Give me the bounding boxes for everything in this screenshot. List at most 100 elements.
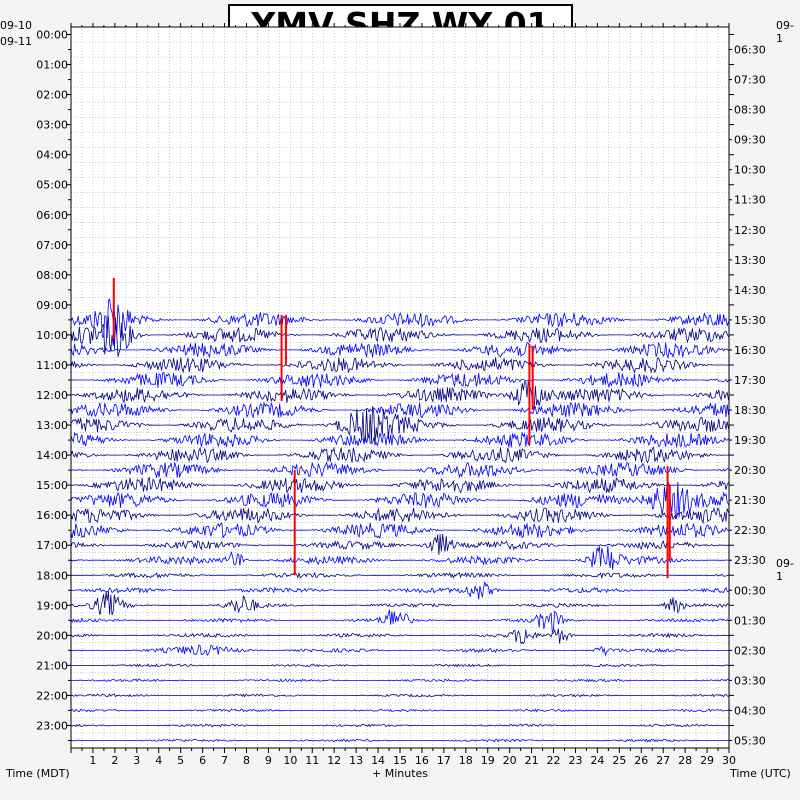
x-tick-label: 12 xyxy=(327,754,341,767)
x-tick-label: 20 xyxy=(503,754,517,767)
trace-row-26 xyxy=(70,406,729,445)
right-hour-label: 16:30 xyxy=(734,344,766,357)
left-axis-label: Time (MDT) xyxy=(6,767,70,780)
trace-row-36 xyxy=(71,571,729,580)
left-hour-label: 06:00 xyxy=(36,209,68,222)
left-hour-label: 08:00 xyxy=(36,269,68,282)
right-hour-label: 22:30 xyxy=(734,524,766,537)
right-hour-label: 00:30 xyxy=(734,584,766,597)
left-hour-label: 10:00 xyxy=(36,329,68,342)
x-tick-label: 22 xyxy=(547,754,561,767)
left-hour-label: 23:00 xyxy=(36,719,68,732)
right-date-prev: 09-1 xyxy=(776,19,794,45)
right-hour-label: 12:30 xyxy=(734,224,766,237)
left-hour-label: 07:00 xyxy=(36,239,68,252)
x-tick-label: 19 xyxy=(481,754,495,767)
left-hour-label: 14:00 xyxy=(36,449,68,462)
x-tick-label: 2 xyxy=(111,754,118,767)
x-tick-label: 29 xyxy=(700,754,714,767)
x-tick-label: 1 xyxy=(89,754,96,767)
trace-row-47 xyxy=(70,738,729,743)
left-hour-label: 00:00 xyxy=(36,29,68,42)
x-axis-label: + Minutes xyxy=(372,767,429,780)
trace-row-40 xyxy=(70,628,729,645)
x-tick-label: 30 xyxy=(722,754,736,767)
x-tick-label: 25 xyxy=(612,754,626,767)
x-tick-label: 17 xyxy=(437,754,451,767)
right-hour-label: 13:30 xyxy=(734,254,766,267)
right-hour-label: 01:30 xyxy=(734,614,766,627)
x-tick-label: 10 xyxy=(283,754,297,767)
trace-row-46 xyxy=(70,723,729,728)
left-hour-label: 18:00 xyxy=(36,569,68,582)
trace-row-20 xyxy=(70,310,729,357)
right-hour-label: 19:30 xyxy=(734,434,766,447)
x-tick-label: 23 xyxy=(568,754,582,767)
x-tick-label: 4 xyxy=(155,754,162,767)
trace-row-42 xyxy=(70,663,729,668)
right-axis-label: Time (UTC) xyxy=(730,767,791,780)
trace-row-23 xyxy=(70,371,729,389)
x-tick-label: 28 xyxy=(678,754,692,767)
left-hour-label: 21:00 xyxy=(36,659,68,672)
right-hour-label: 14:30 xyxy=(734,284,766,297)
x-tick-label: 6 xyxy=(199,754,206,767)
left-hour-label: 16:00 xyxy=(36,509,68,522)
left-hour-label: 12:00 xyxy=(36,389,68,402)
trace-row-44 xyxy=(70,693,729,698)
right-hour-label: 05:30 xyxy=(734,734,766,747)
right-hour-label: 06:30 xyxy=(734,44,766,57)
right-hour-label: 11:30 xyxy=(734,194,766,207)
left-hour-label: 15:00 xyxy=(36,479,68,492)
x-tick-label: 24 xyxy=(590,754,604,767)
trace-row-37 xyxy=(70,580,729,600)
trace-row-21 xyxy=(70,341,729,360)
right-hour-label: 23:30 xyxy=(734,554,766,567)
right-hour-label: 09:30 xyxy=(734,134,766,147)
trace-row-30 xyxy=(70,476,729,494)
left-hour-label: 04:00 xyxy=(36,149,68,162)
x-tick-label: 5 xyxy=(177,754,184,767)
left-hour-label: 22:00 xyxy=(36,689,68,702)
right-date-next: 09-1 xyxy=(776,557,794,583)
trace-row-25 xyxy=(70,402,729,419)
trace-row-39 xyxy=(70,609,729,633)
right-hour-label: 03:30 xyxy=(734,674,766,687)
right-hour-label: 04:30 xyxy=(734,704,766,717)
x-tick-label: 8 xyxy=(243,754,250,767)
x-tick-label: 9 xyxy=(265,754,272,767)
right-hour-label: 07:30 xyxy=(734,74,766,87)
x-tick-label: 11 xyxy=(305,754,319,767)
trace-row-34 xyxy=(70,534,729,556)
right-hour-label: 21:30 xyxy=(734,494,766,507)
x-tick-label: 14 xyxy=(371,754,385,767)
x-tick-label: 16 xyxy=(415,754,429,767)
right-hour-label: 15:30 xyxy=(734,314,766,327)
right-hour-label: 20:30 xyxy=(734,464,766,477)
trace-row-32 xyxy=(70,507,729,525)
x-tick-label: 13 xyxy=(349,754,363,767)
left-hour-label: 01:00 xyxy=(36,59,68,72)
trace-row-22 xyxy=(70,357,729,374)
right-hour-label: 18:30 xyxy=(734,404,766,417)
left-hour-label: 03:00 xyxy=(36,119,68,132)
left-hour-label: 09:00 xyxy=(36,299,68,312)
trace-row-19 xyxy=(70,298,729,350)
x-tick-label: 15 xyxy=(393,754,407,767)
trace-row-27 xyxy=(70,431,729,448)
trace-row-45 xyxy=(70,708,729,713)
left-date-prev: 09-10 xyxy=(0,19,32,32)
trace-row-38 xyxy=(70,591,729,616)
left-hour-label: 20:00 xyxy=(36,629,68,642)
left-hour-label: 05:00 xyxy=(36,179,68,192)
x-tick-label: 18 xyxy=(459,754,473,767)
trace-row-33 xyxy=(70,522,729,539)
trace-row-24 xyxy=(70,380,729,410)
trace-row-43 xyxy=(70,678,729,683)
right-hour-label: 08:30 xyxy=(734,104,766,117)
x-tick-label: 7 xyxy=(221,754,228,767)
x-tick-label: 26 xyxy=(634,754,648,767)
right-hour-label: 10:30 xyxy=(734,164,766,177)
x-tick-label: 3 xyxy=(133,754,140,767)
